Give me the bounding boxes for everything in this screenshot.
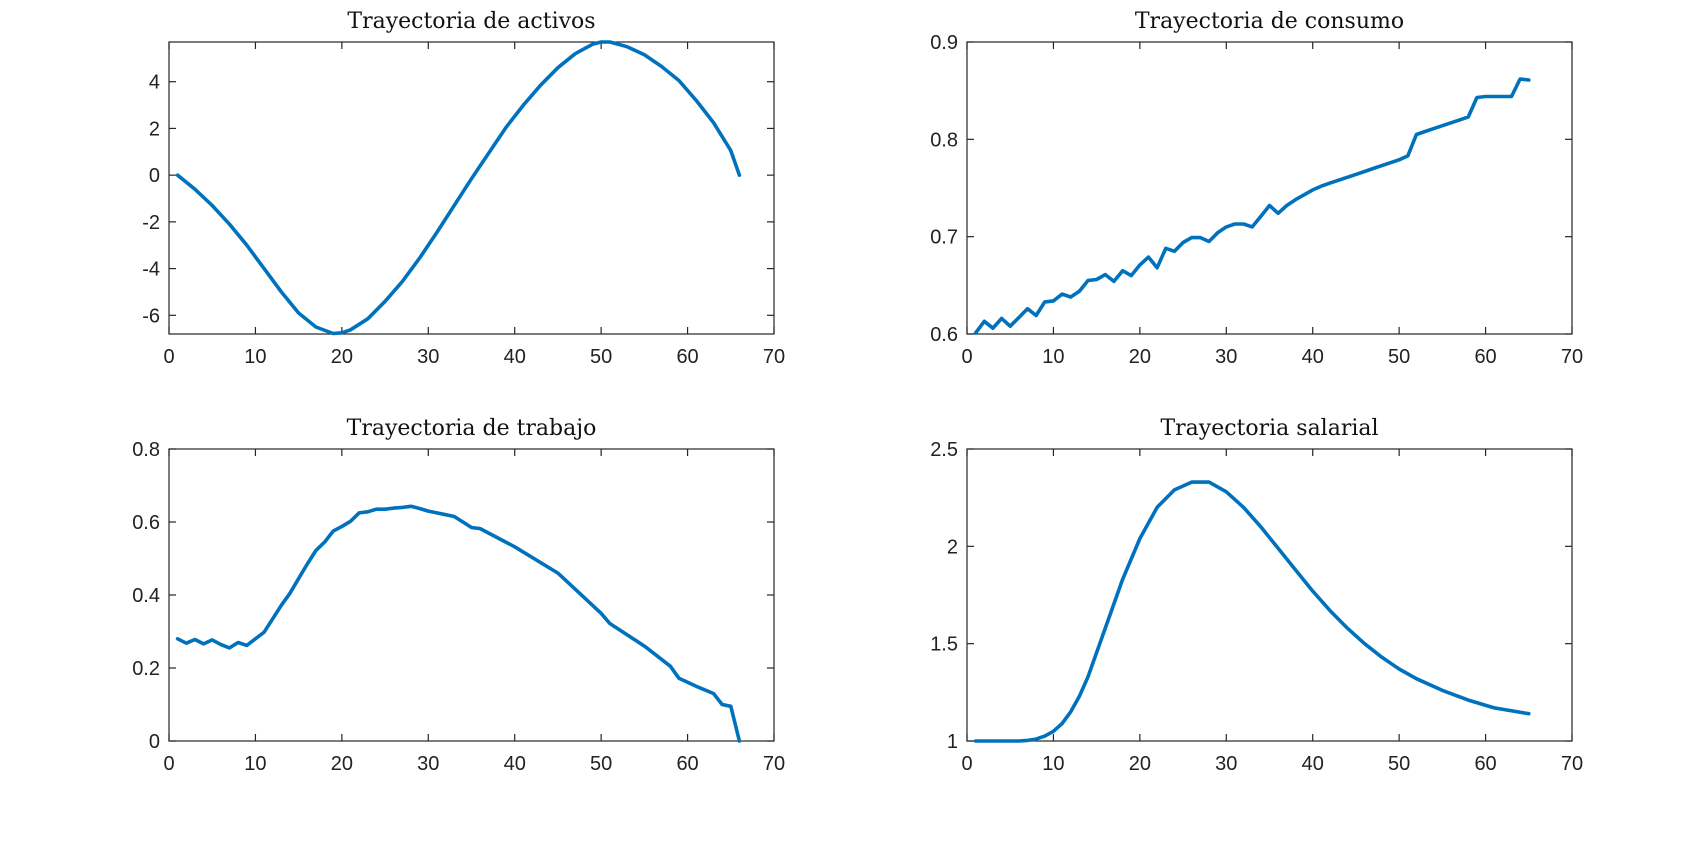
series-line [175,504,742,743]
chart-title: Trayectoria de consumo [1135,9,1404,34]
x-tick-label: 70 [1561,753,1583,775]
series-group [973,480,1531,743]
y-tick-label: 1 [947,731,958,753]
axis-ticks: 0 10 20 30 40 50 60 70 -6 -4 -2 0 2 4 [142,42,785,368]
chart-trayectoria-salarial: Trayectoria salarial 0 10 20 30 40 50 60 70 1 1.5… [930,416,1583,775]
x-tick-label: 0 [163,753,174,775]
series-line [973,77,1531,335]
x-tick-label: 40 [1302,346,1324,368]
series-group [175,40,742,336]
x-tick-label: 50 [590,753,612,775]
x-tick-label: 50 [1388,753,1410,775]
axis-ticks: 0 10 20 30 40 50 60 70 1 1.5 2 2.5 [930,439,1583,775]
y-tick-label: 0.4 [132,585,160,607]
chart-title: Trayectoria de trabajo [347,416,597,441]
x-tick-label: 60 [1474,346,1496,368]
y-tick-label: 0.6 [132,512,160,534]
x-tick-label: 70 [1561,346,1583,368]
y-tick-label: 0.6 [930,324,958,346]
x-tick-label: 20 [331,346,353,368]
axis-ticks: 0 10 20 30 40 50 60 70 0.6 0.7 0.8 0.9 [930,32,1583,368]
x-tick-label: 20 [331,753,353,775]
x-tick-label: 70 [763,346,785,368]
y-tick-label: 0.8 [930,129,958,151]
chart-trayectoria-activos: Trayectoria de activos 0 10 20 30 40 50 60 70-6… [142,9,785,368]
chart-trayectoria-trabajo: Trayectoria de trabajo 0 10 20 30 40 50 60 7000… [132,416,785,775]
x-tick-label: 60 [1474,753,1496,775]
y-tick-label: 0.9 [930,32,958,54]
y-tick-label: -4 [142,259,160,281]
plot-area [966,448,1573,742]
y-tick-label: 2.5 [930,439,958,461]
y-tick-label: -6 [142,305,160,327]
plot-area [168,448,775,742]
x-tick-label: 10 [244,346,266,368]
y-tick-label: 4 [149,72,160,94]
y-tick-label: 2 [947,536,958,558]
x-tick-label: 0 [163,346,174,368]
x-tick-label: 60 [676,346,698,368]
chart-trayectoria-consumo: Trayectoria de consumo 0 10 20 30 40 50 60 70 0.… [930,9,1583,368]
series-group [973,77,1531,335]
x-tick-label: 30 [1215,346,1237,368]
series-line [175,40,742,336]
plot-area [966,41,1573,335]
x-tick-label: 10 [244,753,266,775]
x-tick-label: 20 [1129,346,1151,368]
x-tick-label: 30 [417,346,439,368]
y-tick-label: 0.7 [930,227,958,249]
y-tick-label: 2 [149,118,160,140]
y-tick-label: -2 [142,212,160,234]
y-tick-label: 0.8 [132,439,160,461]
y-tick-label: 1.5 [930,634,958,656]
series-line [973,480,1531,743]
series-group [175,504,742,743]
x-tick-label: 30 [417,753,439,775]
x-tick-label: 10 [1042,346,1064,368]
y-tick-label: 0 [149,165,160,187]
x-tick-label: 40 [504,346,526,368]
x-tick-label: 50 [1388,346,1410,368]
chart-title: Trayectoria salarial [1160,416,1378,441]
x-tick-label: 20 [1129,753,1151,775]
x-tick-label: 40 [1302,753,1324,775]
axis-ticks: 0 10 20 30 40 50 60 70 0 0.2 0.4 0.6 0.8 [132,439,785,775]
chart-title: Trayectoria de activos [347,9,595,34]
x-tick-label: 50 [590,346,612,368]
x-tick-label: 40 [504,753,526,775]
x-tick-label: 10 [1042,753,1064,775]
y-tick-label: 0 [149,731,160,753]
x-tick-label: 0 [961,346,972,368]
x-tick-label: 70 [763,753,785,775]
x-tick-label: 60 [676,753,698,775]
plot-area [168,41,775,335]
x-tick-label: 0 [961,753,972,775]
y-tick-label: 0.2 [132,658,160,680]
x-tick-label: 30 [1215,753,1237,775]
